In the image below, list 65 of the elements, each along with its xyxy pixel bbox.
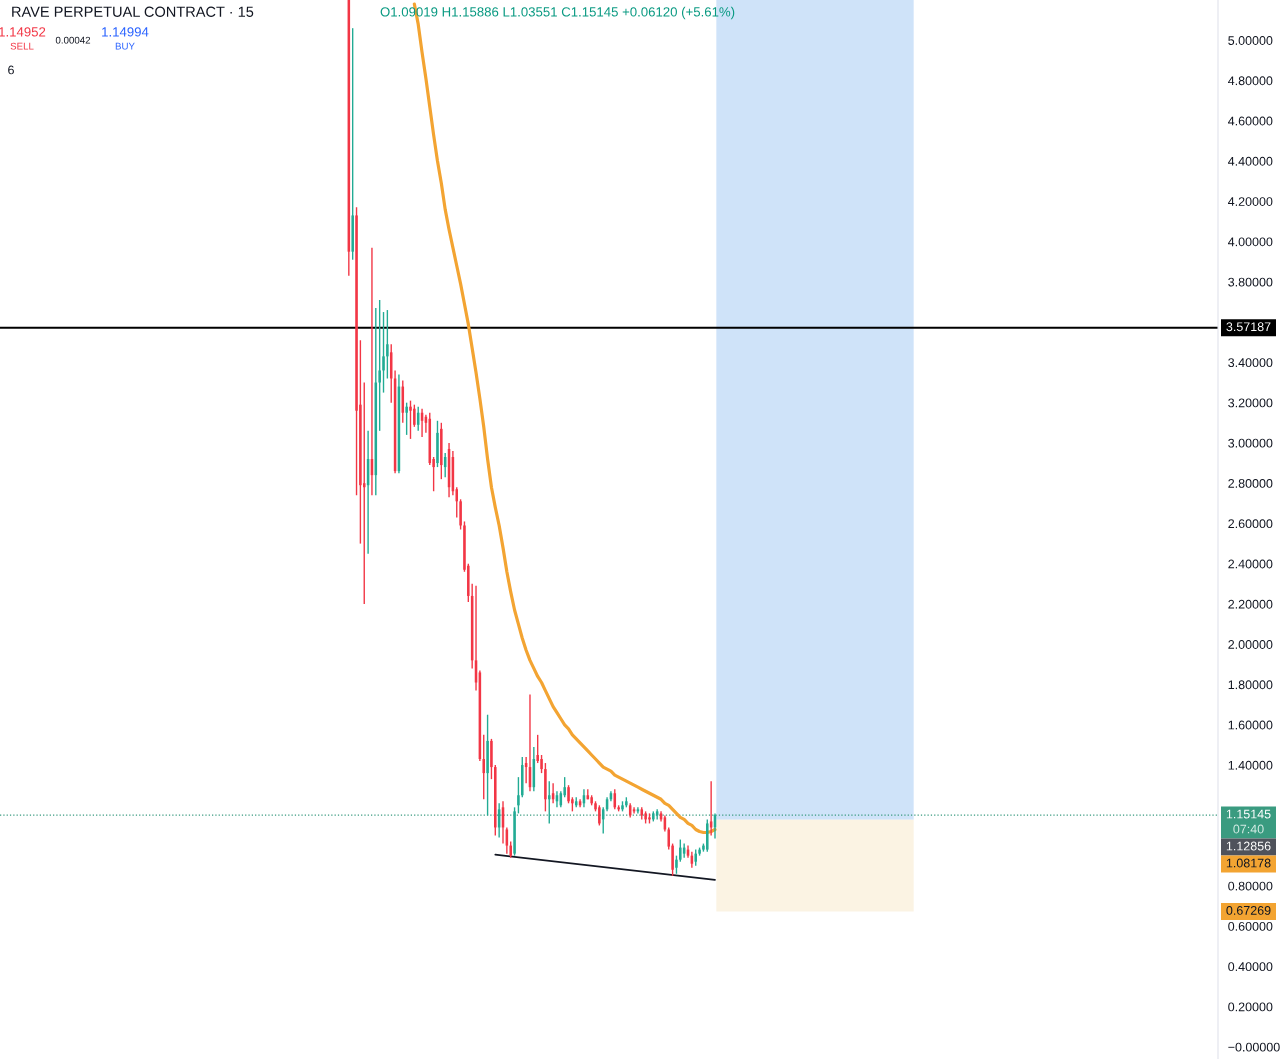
- candlestick: [652, 810, 655, 823]
- y-tick-label: 1.60000: [1228, 720, 1273, 730]
- y-tick-label: 4.00000: [1228, 237, 1273, 247]
- candlestick: [409, 399, 412, 440]
- y-tick-label: 3.00000: [1228, 438, 1273, 448]
- candlestick: [544, 762, 547, 813]
- ref-line-label: 1.15145: [1226, 809, 1271, 819]
- y-tick-label: 1.40000: [1228, 760, 1273, 770]
- y-tick-label: 1.80000: [1228, 680, 1273, 690]
- y-tick-label: 3.40000: [1228, 358, 1273, 368]
- text: 1.08178: [1226, 858, 1271, 868]
- text: 1.12856: [1226, 841, 1271, 851]
- candlestick: [486, 714, 489, 817]
- y-tick-label: 5.00000: [1228, 36, 1273, 45]
- candlestick: [567, 784, 570, 805]
- ref-line-label: 3.57187: [1226, 322, 1271, 332]
- candlestick: [621, 800, 624, 813]
- annotation: 6: [8, 65, 14, 75]
- annotation: 0.00042: [55, 36, 91, 44]
- y-tick-label: 4.80000: [1228, 76, 1273, 86]
- y-tick-label: 2.80000: [1228, 478, 1273, 488]
- candlestick: [405, 401, 408, 436]
- candlestick: [675, 854, 678, 875]
- annotation: 1.14994: [102, 27, 149, 37]
- candlestick: [490, 738, 493, 780]
- text: 0.67269: [1226, 905, 1271, 915]
- candlestick: [517, 776, 520, 815]
- text: 07:40: [1233, 824, 1264, 834]
- candlestick: [362, 381, 366, 605]
- candlestick: [540, 754, 543, 774]
- annotation: SELL: [10, 42, 34, 50]
- candlestick: [679, 838, 682, 863]
- y-tick-label: 0.20000: [1228, 1002, 1273, 1012]
- y-tick-label: 0.40000: [1228, 962, 1273, 972]
- candlestick: [617, 804, 620, 813]
- candlestick: [598, 804, 601, 827]
- candlestick: [355, 206, 358, 496]
- annotation: BUY: [115, 42, 135, 50]
- y-tick-label: 3.80000: [1228, 277, 1273, 287]
- y-tick-label: −0.00000: [1228, 1042, 1280, 1052]
- y-tick-label: 2.20000: [1228, 599, 1273, 609]
- y-tick-label: 4.40000: [1228, 156, 1273, 166]
- y-tick-label: 4.20000: [1228, 197, 1273, 206]
- candlestick: [513, 806, 516, 857]
- y-tick-label: 0.60000: [1228, 921, 1273, 931]
- y-tick-label: 0.80000: [1228, 881, 1273, 891]
- y-tick-label: 2.60000: [1228, 519, 1273, 529]
- candlestick: [625, 796, 628, 809]
- candlestick: [648, 812, 651, 825]
- candlestick: [386, 309, 389, 380]
- candlestick: [413, 403, 416, 428]
- y-tick-label: 3.20000: [1228, 398, 1273, 408]
- chart-title: RAVE PERPETUAL CONTRACT · 15: [12, 6, 254, 17]
- candlestick: [440, 422, 443, 480]
- y-tick-label: 2.40000: [1228, 559, 1273, 569]
- candlestick: [698, 846, 701, 857]
- candlestick: [436, 420, 439, 468]
- candlestick: [644, 810, 647, 825]
- annotation: 1.14952: [0, 27, 46, 37]
- candlestick: [590, 794, 593, 807]
- candlestick: [459, 498, 462, 531]
- y-tick-label: 4.60000: [1228, 116, 1273, 126]
- y-tick-label: 2.00000: [1228, 640, 1273, 649]
- candlestick: [382, 311, 385, 394]
- candlestick: [547, 780, 551, 825]
